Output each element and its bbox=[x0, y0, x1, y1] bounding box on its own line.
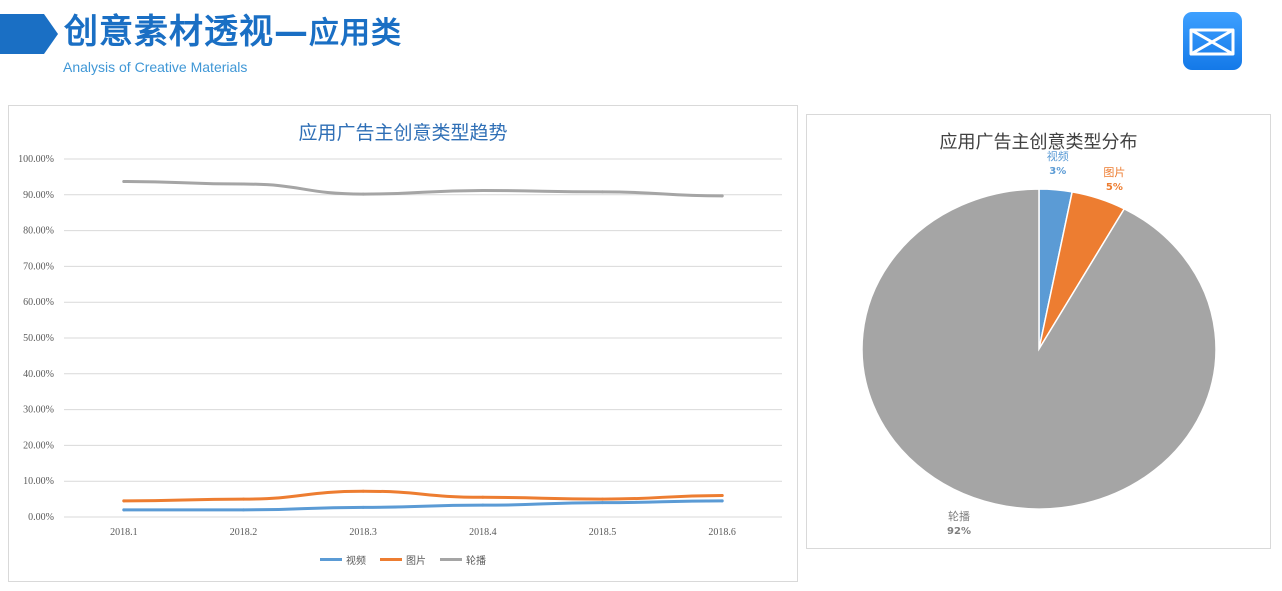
data-point bbox=[361, 489, 365, 493]
page-title-sub: 应用类 bbox=[309, 16, 402, 51]
y-tick-label: 100.00% bbox=[18, 154, 54, 165]
data-point bbox=[361, 192, 365, 196]
data-point bbox=[361, 505, 365, 509]
series-line-video bbox=[122, 499, 724, 512]
data-point bbox=[720, 194, 724, 198]
distribution-chart-panel: 应用广告主创意类型分布 视频 3% 图片 5% 轮播 92% bbox=[806, 114, 1271, 549]
pie-label-image: 图片 bbox=[1103, 166, 1125, 179]
page-title: 创意素材透视—应用类 bbox=[64, 4, 402, 53]
x-tick-label: 2018.2 bbox=[230, 527, 258, 538]
trend-line-chart: 0.00% 10.00% 20.00% 30.00% 40.00% 50.00% 60.00… bbox=[18, 154, 782, 538]
trend-chart-legend: 视频 图片 轮播 bbox=[9, 552, 797, 567]
legend-item-carousel: 轮播 bbox=[440, 552, 486, 567]
data-point bbox=[242, 508, 245, 512]
series-line-carousel bbox=[122, 180, 724, 198]
x-tick-label: 2018.1 bbox=[110, 527, 138, 538]
pie-percent-video: 3% bbox=[1049, 166, 1066, 177]
legend-item-video: 视频 bbox=[320, 552, 366, 567]
y-tick-label: 90.00% bbox=[23, 190, 54, 201]
x-tick-label: 2018.3 bbox=[349, 527, 377, 538]
data-point bbox=[481, 503, 485, 507]
x-tick-label: 2018.5 bbox=[589, 527, 617, 538]
data-point bbox=[601, 501, 604, 505]
data-point bbox=[242, 497, 245, 501]
data-point bbox=[720, 494, 724, 498]
legend-label-image: 图片 bbox=[406, 556, 426, 567]
distribution-chart-title: 应用广告主创意类型分布 bbox=[939, 132, 1138, 153]
data-point bbox=[122, 499, 126, 503]
legend-swatch-image bbox=[380, 558, 402, 561]
page-subtitle: Analysis of Creative Materials bbox=[63, 59, 248, 75]
legend-label-video: 视频 bbox=[346, 556, 366, 567]
y-tick-label: 60.00% bbox=[23, 297, 54, 308]
x-tick-label: 2018.4 bbox=[469, 527, 497, 538]
y-tick-label: 10.00% bbox=[23, 476, 54, 487]
brand-logo bbox=[1183, 12, 1242, 70]
y-tick-label: 70.00% bbox=[23, 261, 54, 272]
y-tick-label: 30.00% bbox=[23, 405, 54, 416]
bowtie-logo-icon bbox=[1189, 28, 1235, 56]
pie-label-carousel: 轮播 bbox=[948, 509, 970, 523]
pie-percent-image: 5% bbox=[1106, 182, 1123, 193]
distribution-pie-chart: 视频 3% 图片 5% 轮播 92% bbox=[861, 149, 1217, 537]
x-tick-label: 2018.6 bbox=[708, 527, 736, 538]
legend-label-carousel: 轮播 bbox=[466, 556, 486, 567]
data-point bbox=[122, 508, 126, 512]
trend-chart-title: 应用广告主创意类型趋势 bbox=[298, 122, 508, 144]
legend-swatch-video bbox=[320, 558, 342, 561]
header-accent-shape bbox=[0, 14, 58, 54]
pie-percent-carousel: 92% bbox=[947, 526, 971, 537]
y-tick-label: 40.00% bbox=[23, 369, 54, 380]
legend-item-image: 图片 bbox=[380, 552, 426, 567]
y-tick-label: 0.00% bbox=[28, 512, 54, 523]
data-point bbox=[601, 497, 604, 501]
y-tick-label: 80.00% bbox=[23, 226, 54, 237]
data-point bbox=[720, 499, 724, 503]
data-point bbox=[122, 180, 126, 184]
pie-label-video: 视频 bbox=[1047, 149, 1069, 163]
y-tick-label: 20.00% bbox=[23, 440, 54, 451]
legend-swatch-carousel bbox=[440, 558, 462, 561]
page-title-main: 创意素材透视 bbox=[64, 12, 274, 52]
data-point bbox=[601, 190, 604, 194]
data-point bbox=[481, 189, 485, 193]
data-point bbox=[481, 495, 485, 499]
page-title-dash: — bbox=[274, 12, 309, 52]
data-point bbox=[242, 182, 245, 186]
trend-chart-panel: 应用广告主创意类型趋势 0.00% 10.00% 20.00% 30.00% 40.00… bbox=[8, 105, 798, 582]
series-line-image bbox=[122, 489, 724, 503]
pie-slice-carousel bbox=[861, 188, 1217, 510]
y-tick-label: 50.00% bbox=[23, 333, 54, 344]
